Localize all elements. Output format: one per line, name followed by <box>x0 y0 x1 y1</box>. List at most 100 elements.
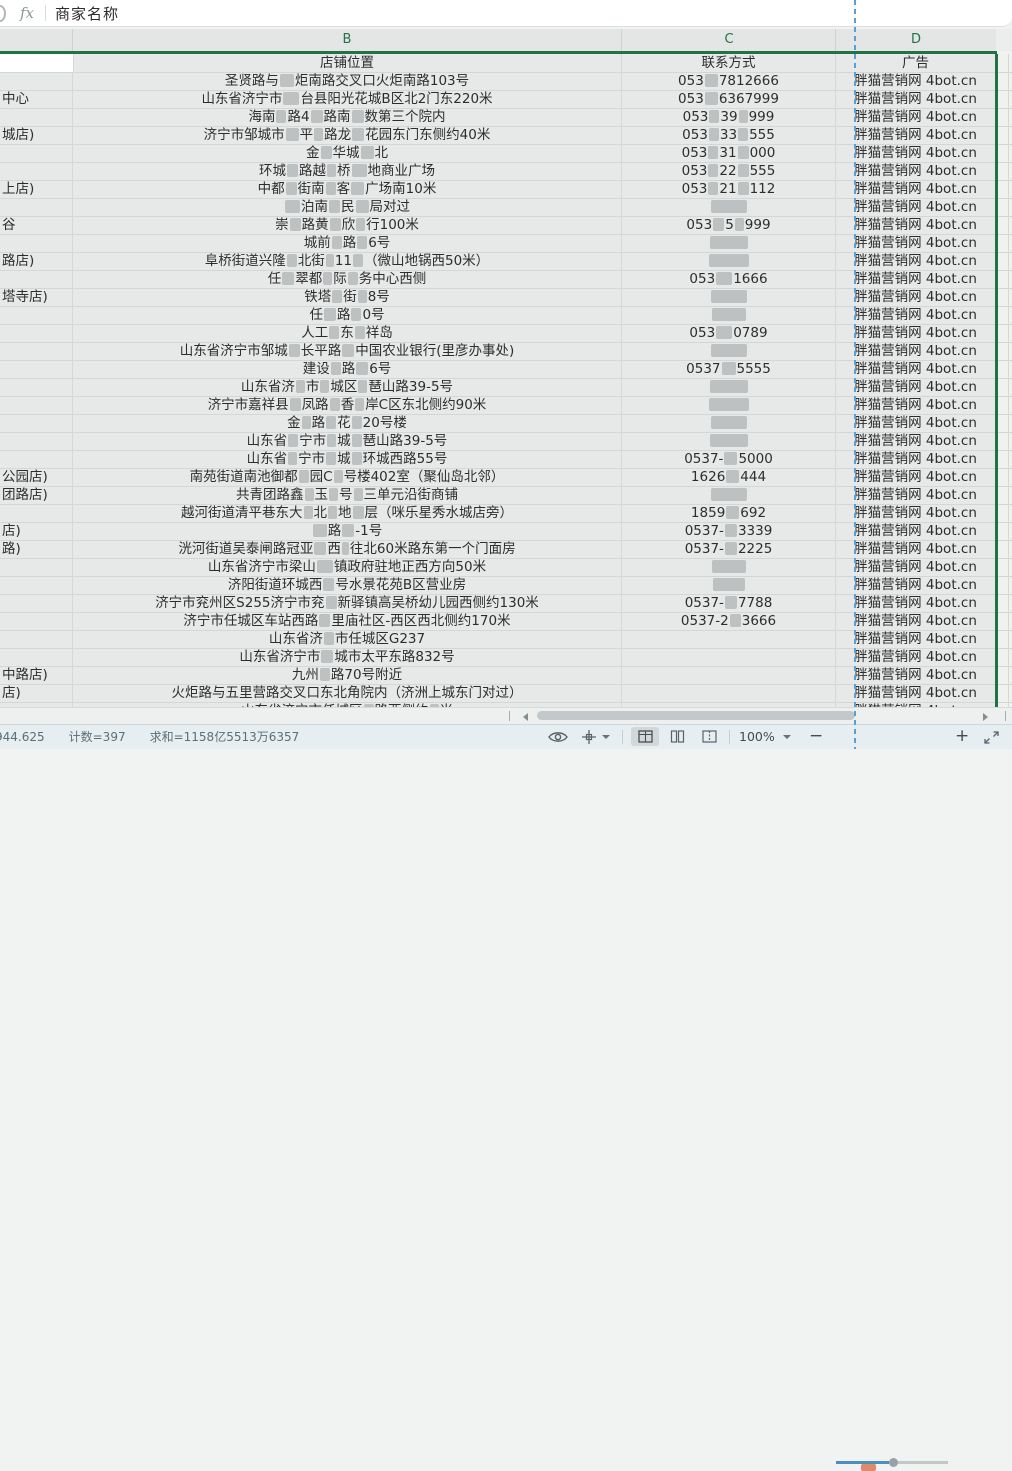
cell-store-location[interactable]: 任路 0号 <box>309 307 385 323</box>
cell-contact[interactable] <box>622 487 835 504</box>
cell-store-location[interactable]: 山东省济市城区 琶山路39-5号 <box>240 379 454 395</box>
cell-store-name[interactable] <box>0 505 73 522</box>
cell-store-name[interactable]: 塔寺店) <box>2 289 48 305</box>
cell-store-name[interactable] <box>0 271 73 288</box>
cell-contact[interactable]: 0537 5555 <box>686 361 771 377</box>
cell-ad[interactable]: 胖猫营销网 4bot.cn <box>854 109 977 125</box>
cell-store-name[interactable] <box>0 559 73 576</box>
cell-ad[interactable]: 胖猫营销网 4bot.cn <box>854 559 977 575</box>
cell-contact[interactable]: 053 21 112 <box>681 181 776 197</box>
cell-contact[interactable] <box>622 253 835 270</box>
cell-store-location[interactable]: 山东省济宁市 台县阳光花城B区北2门东220米 <box>201 91 493 107</box>
cell-store-name[interactable] <box>0 199 73 216</box>
cell-ad[interactable]: 胖猫营销网 4bot.cn <box>854 577 977 593</box>
cell-store-name[interactable] <box>0 379 73 396</box>
cell-store-location[interactable]: 任翠都际务中心西侧 <box>267 271 427 287</box>
chevron-down-icon[interactable] <box>781 725 793 749</box>
cell-contact[interactable] <box>622 667 835 684</box>
cell-contact[interactable]: 053 7812666 <box>678 73 779 89</box>
cell-ad[interactable]: 胖猫营销网 4bot.cn <box>854 343 977 359</box>
column-header-b[interactable]: B <box>342 32 352 47</box>
cell-contact[interactable] <box>622 379 835 396</box>
cell-store-location[interactable]: 环城 路越桥地商业广场 <box>259 163 435 179</box>
cell-store-location[interactable]: 九州 路70号附近 <box>291 667 403 683</box>
cell-ad[interactable]: 胖猫营销网 4bot.cn <box>854 127 977 143</box>
cell-store-location[interactable]: 泊南民局对过 <box>73 199 621 216</box>
cell-store-name[interactable] <box>0 577 73 594</box>
cell-store-location[interactable]: 济宁市任城区车站西路 里庙社区-西区西北侧约170米 <box>183 613 511 629</box>
cell-store-location[interactable]: 人工东祥岛 <box>301 325 393 341</box>
normal-view-icon[interactable] <box>631 727 659 746</box>
cell-ad[interactable]: 胖猫营销网 4bot.cn <box>854 595 977 611</box>
header-store-location[interactable]: 店铺位置 <box>320 55 374 71</box>
scrollbar-thumb[interactable] <box>537 711 855 720</box>
cell-ad[interactable]: 胖猫营销网 4bot.cn <box>854 181 977 197</box>
cell-store-name[interactable] <box>0 595 73 612</box>
page-break-view-icon[interactable] <box>695 727 723 746</box>
cell-store-location[interactable]: 金路花 20号楼 <box>287 415 407 431</box>
cell-ad[interactable]: 胖猫营销网 4bot.cn <box>854 217 977 233</box>
column-header-d[interactable]: D <box>910 32 921 47</box>
cell-store-location[interactable]: 南苑街道南池御都 园C 号楼402室（聚仙岛北邻） <box>189 469 505 485</box>
cell-contact[interactable] <box>622 199 835 216</box>
cell-store-location[interactable]: 金华城北 <box>306 145 388 161</box>
cell-contact[interactable] <box>622 235 835 252</box>
cell-ad[interactable]: 胖猫营销网 4bot.cn <box>854 163 977 179</box>
cell-store-location[interactable]: 济宁市嘉祥县 凤路香岸C区东北侧约90米 <box>207 397 487 413</box>
cell-ad[interactable]: 胖猫营销网 4bot.cn <box>854 73 977 89</box>
cell-store-name[interactable] <box>0 433 73 450</box>
cell-ad[interactable]: 胖猫营销网 4bot.cn <box>854 649 977 665</box>
cell-store-name[interactable] <box>0 361 73 378</box>
cell-store-location[interactable]: 铁塔街 8号 <box>304 289 390 305</box>
cell-ad[interactable]: 胖猫营销网 4bot.cn <box>854 451 977 467</box>
active-cell[interactable] <box>0 54 74 72</box>
cell-contact[interactable] <box>622 577 835 594</box>
cell-ad[interactable]: 胖猫营销网 4bot.cn <box>854 505 977 521</box>
cell-contact[interactable]: 0537- 5000 <box>684 451 773 467</box>
cell-contact[interactable] <box>622 433 835 450</box>
eye-icon[interactable] <box>546 725 570 749</box>
cell-store-name[interactable] <box>0 145 73 162</box>
cell-store-name[interactable]: 中心 <box>2 91 29 107</box>
cell-ad[interactable]: 胖猫营销网 4bot.cn <box>854 325 977 341</box>
cell-ad[interactable]: 胖猫营销网 4bot.cn <box>854 415 977 431</box>
cell-store-location[interactable]: 路 -1号 <box>73 523 621 540</box>
cell-ad[interactable]: 胖猫营销网 4bot.cn <box>854 541 977 557</box>
cell-store-location[interactable]: 山东省济 市任城区G237 <box>268 631 426 647</box>
cell-contact[interactable]: 1626 444 <box>690 469 767 485</box>
zoom-out-icon[interactable]: − <box>809 726 824 746</box>
cell-store-location[interactable]: 山东省济宁市邹城 长平路 中国农业银行(里彦办事处) <box>179 343 515 359</box>
cell-store-location[interactable]: 建设路 6号 <box>302 361 392 377</box>
cell-ad[interactable]: 胖猫营销网 4bot.cn <box>854 145 977 161</box>
cell-ad[interactable]: 胖猫营销网 4bot.cn <box>854 667 977 683</box>
cell-ad[interactable]: 胖猫营销网 4bot.cn <box>854 271 977 287</box>
cell-contact[interactable]: 053 33 555 <box>682 127 775 143</box>
cell-contact[interactable]: 0537- 2225 <box>684 541 773 557</box>
scroll-right-arrow-icon[interactable] <box>983 713 988 721</box>
cell-ad[interactable]: 胖猫营销网 4bot.cn <box>854 613 977 629</box>
cell-ad[interactable]: 胖猫营销网 4bot.cn <box>854 91 977 107</box>
cell-store-location[interactable]: 山东省济宁市梁山 镇政府驻地正西方向50米 <box>207 559 487 575</box>
cell-store-name[interactable] <box>0 163 73 180</box>
page-layout-view-icon[interactable] <box>663 727 691 746</box>
cell-store-name[interactable] <box>0 325 73 342</box>
cell-store-name[interactable] <box>0 73 73 90</box>
cell-ad[interactable]: 胖猫营销网 4bot.cn <box>854 199 977 215</box>
cell-ad[interactable]: 胖猫营销网 4bot.cn <box>854 487 977 503</box>
cell-store-location[interactable]: 火炬路与五里营路交叉口东北角院内（济洲上城东门对过） <box>171 685 523 701</box>
cell-store-name[interactable]: 店) <box>2 685 21 701</box>
cell-store-location[interactable]: 山东省 宁市城环城西路55号 <box>246 451 448 467</box>
cell-ad[interactable]: 胖猫营销网 4bot.cn <box>854 433 977 449</box>
cell-ad[interactable]: 胖猫营销网 4bot.cn <box>854 289 977 305</box>
cell-contact[interactable] <box>622 397 835 414</box>
formula-input[interactable]: 商家名称 <box>55 4 120 23</box>
zoom-slider-track[interactable] <box>898 1461 948 1464</box>
cell-store-name[interactable] <box>0 649 73 666</box>
cell-store-name[interactable]: 店) <box>2 523 21 539</box>
cell-store-name[interactable] <box>0 397 73 414</box>
cell-contact[interactable]: 0537-2 3666 <box>680 613 777 629</box>
cell-contact[interactable]: 053 6367999 <box>678 91 779 107</box>
cell-contact[interactable]: 0537- 3339 <box>684 523 773 539</box>
zoom-slider-thumb[interactable] <box>889 1458 898 1467</box>
scroll-left-arrow-icon[interactable] <box>523 713 528 721</box>
